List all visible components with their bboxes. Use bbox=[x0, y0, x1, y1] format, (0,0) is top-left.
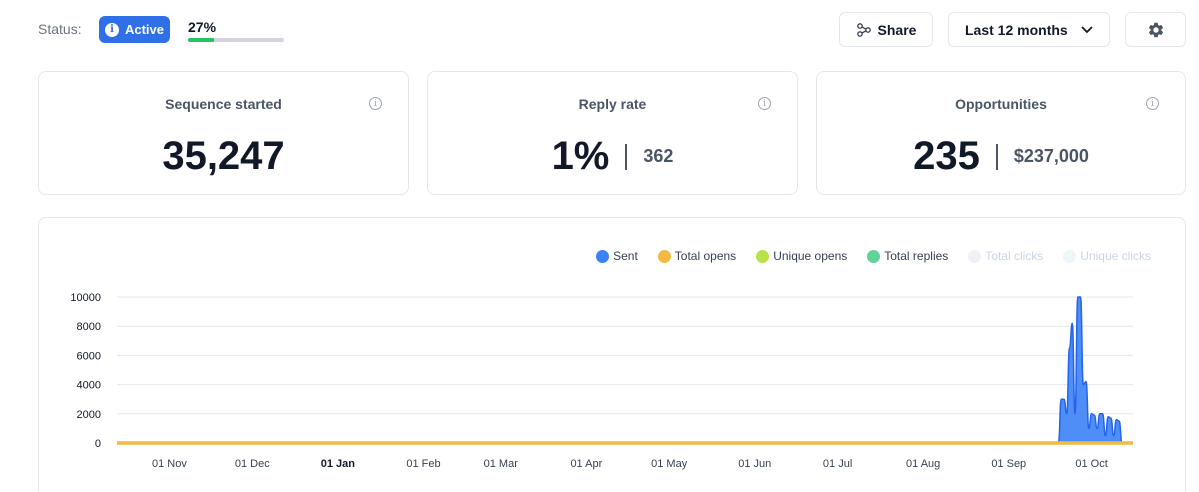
progress-bar-fill bbox=[188, 38, 214, 42]
gear-icon bbox=[1148, 22, 1163, 37]
y-tick-label: 2000 bbox=[77, 409, 101, 421]
card-reply-rate: Reply rate i 1% 362 bbox=[427, 71, 798, 195]
legend-label: Sent bbox=[613, 249, 638, 263]
card-value: 1% bbox=[551, 134, 610, 178]
legend-item[interactable]: Total clicks bbox=[968, 249, 1043, 263]
date-range-value: Last 12 months bbox=[965, 21, 1068, 38]
legend-label: Total replies bbox=[884, 249, 949, 263]
series-sent-area bbox=[1057, 296, 1123, 444]
x-tick-label: 01 Apr bbox=[570, 458, 602, 470]
legend-label: Total clicks bbox=[985, 249, 1044, 263]
info-icon: i bbox=[104, 22, 119, 37]
legend-dot bbox=[596, 249, 610, 263]
share-button-label: Share bbox=[877, 21, 917, 38]
progress-bar bbox=[188, 38, 284, 42]
date-range-select[interactable]: Last 12 months bbox=[948, 12, 1110, 47]
status-badge[interactable]: i Active bbox=[99, 16, 170, 43]
legend-dot bbox=[756, 249, 770, 263]
legend-label: Total opens bbox=[674, 249, 737, 263]
legend-item[interactable]: Total replies bbox=[867, 249, 948, 263]
chart: 10000 8000 6000 4000 2000 0 01 Nov 01 Dec 01 Jan… bbox=[70, 292, 1133, 470]
legend-label: Unique opens bbox=[773, 249, 848, 263]
x-tick-label: 01 Jan bbox=[321, 458, 356, 470]
y-tick-label: 10000 bbox=[70, 292, 101, 304]
card-value: 35,247 bbox=[162, 134, 285, 178]
x-tick-label: 01 Oct bbox=[1075, 458, 1107, 470]
x-tick-label: 01 Jul bbox=[823, 458, 852, 470]
x-tick-label: 01 Nov bbox=[152, 458, 187, 470]
x-tick-label: 01 Dec bbox=[235, 458, 270, 470]
info-icon[interactable]: i bbox=[758, 97, 771, 110]
share-icon bbox=[856, 22, 871, 37]
info-icon[interactable]: i bbox=[1146, 97, 1159, 110]
card-subvalue: 362 bbox=[643, 146, 674, 166]
progress-percent: 27% bbox=[188, 19, 217, 35]
x-tick-label: 01 May bbox=[651, 458, 688, 470]
legend-dot bbox=[968, 249, 982, 263]
legend-dot bbox=[657, 249, 671, 263]
legend-item[interactable]: Unique clicks bbox=[1063, 249, 1151, 263]
status-label: Status: bbox=[38, 21, 82, 37]
x-tick-label: 01 Jun bbox=[738, 458, 771, 470]
card-sequence-started: Sequence started i 35,247 bbox=[38, 71, 409, 195]
legend-item[interactable]: Sent bbox=[596, 249, 638, 263]
chevron-down-icon bbox=[1081, 25, 1093, 33]
card-title: Sequence started bbox=[165, 96, 282, 112]
share-button[interactable]: Share bbox=[839, 12, 933, 47]
card-title: Reply rate bbox=[578, 96, 647, 112]
card-value: 235 bbox=[913, 134, 980, 178]
x-tick-label: 01 Mar bbox=[484, 458, 519, 470]
divider bbox=[995, 143, 998, 170]
y-tick-label: 8000 bbox=[77, 321, 101, 333]
settings-button[interactable] bbox=[1125, 12, 1186, 47]
y-tick-label: 0 bbox=[95, 438, 101, 450]
info-icon[interactable]: i bbox=[369, 97, 382, 110]
legend-label: Unique clicks bbox=[1080, 249, 1151, 263]
status-badge-text: Active bbox=[124, 22, 165, 37]
card-subvalue: $237,000 bbox=[1013, 146, 1089, 166]
card-opportunities: Opportunities i 235 $237,000 bbox=[816, 71, 1186, 195]
legend-item[interactable]: Unique opens bbox=[756, 249, 847, 263]
y-tick-label: 4000 bbox=[77, 380, 101, 392]
card-title: Opportunities bbox=[955, 96, 1047, 112]
x-tick-label: 01 Aug bbox=[906, 458, 940, 470]
divider bbox=[625, 143, 628, 170]
legend-dot bbox=[867, 249, 881, 263]
x-tick-label: 01 Feb bbox=[406, 458, 440, 470]
y-tick-label: 6000 bbox=[77, 350, 101, 362]
top-bar: Status: i Active 27% Share Last 12 month… bbox=[0, 0, 1199, 60]
legend-item[interactable]: Total opens bbox=[657, 249, 737, 263]
chart-panel: Sent Total opens Unique opens Total replies… bbox=[38, 217, 1186, 492]
legend-dot bbox=[1063, 249, 1077, 263]
chart-legend: Sent Total opens Unique opens Total replies… bbox=[596, 249, 1151, 263]
x-tick-label: 01 Sep bbox=[991, 458, 1026, 470]
